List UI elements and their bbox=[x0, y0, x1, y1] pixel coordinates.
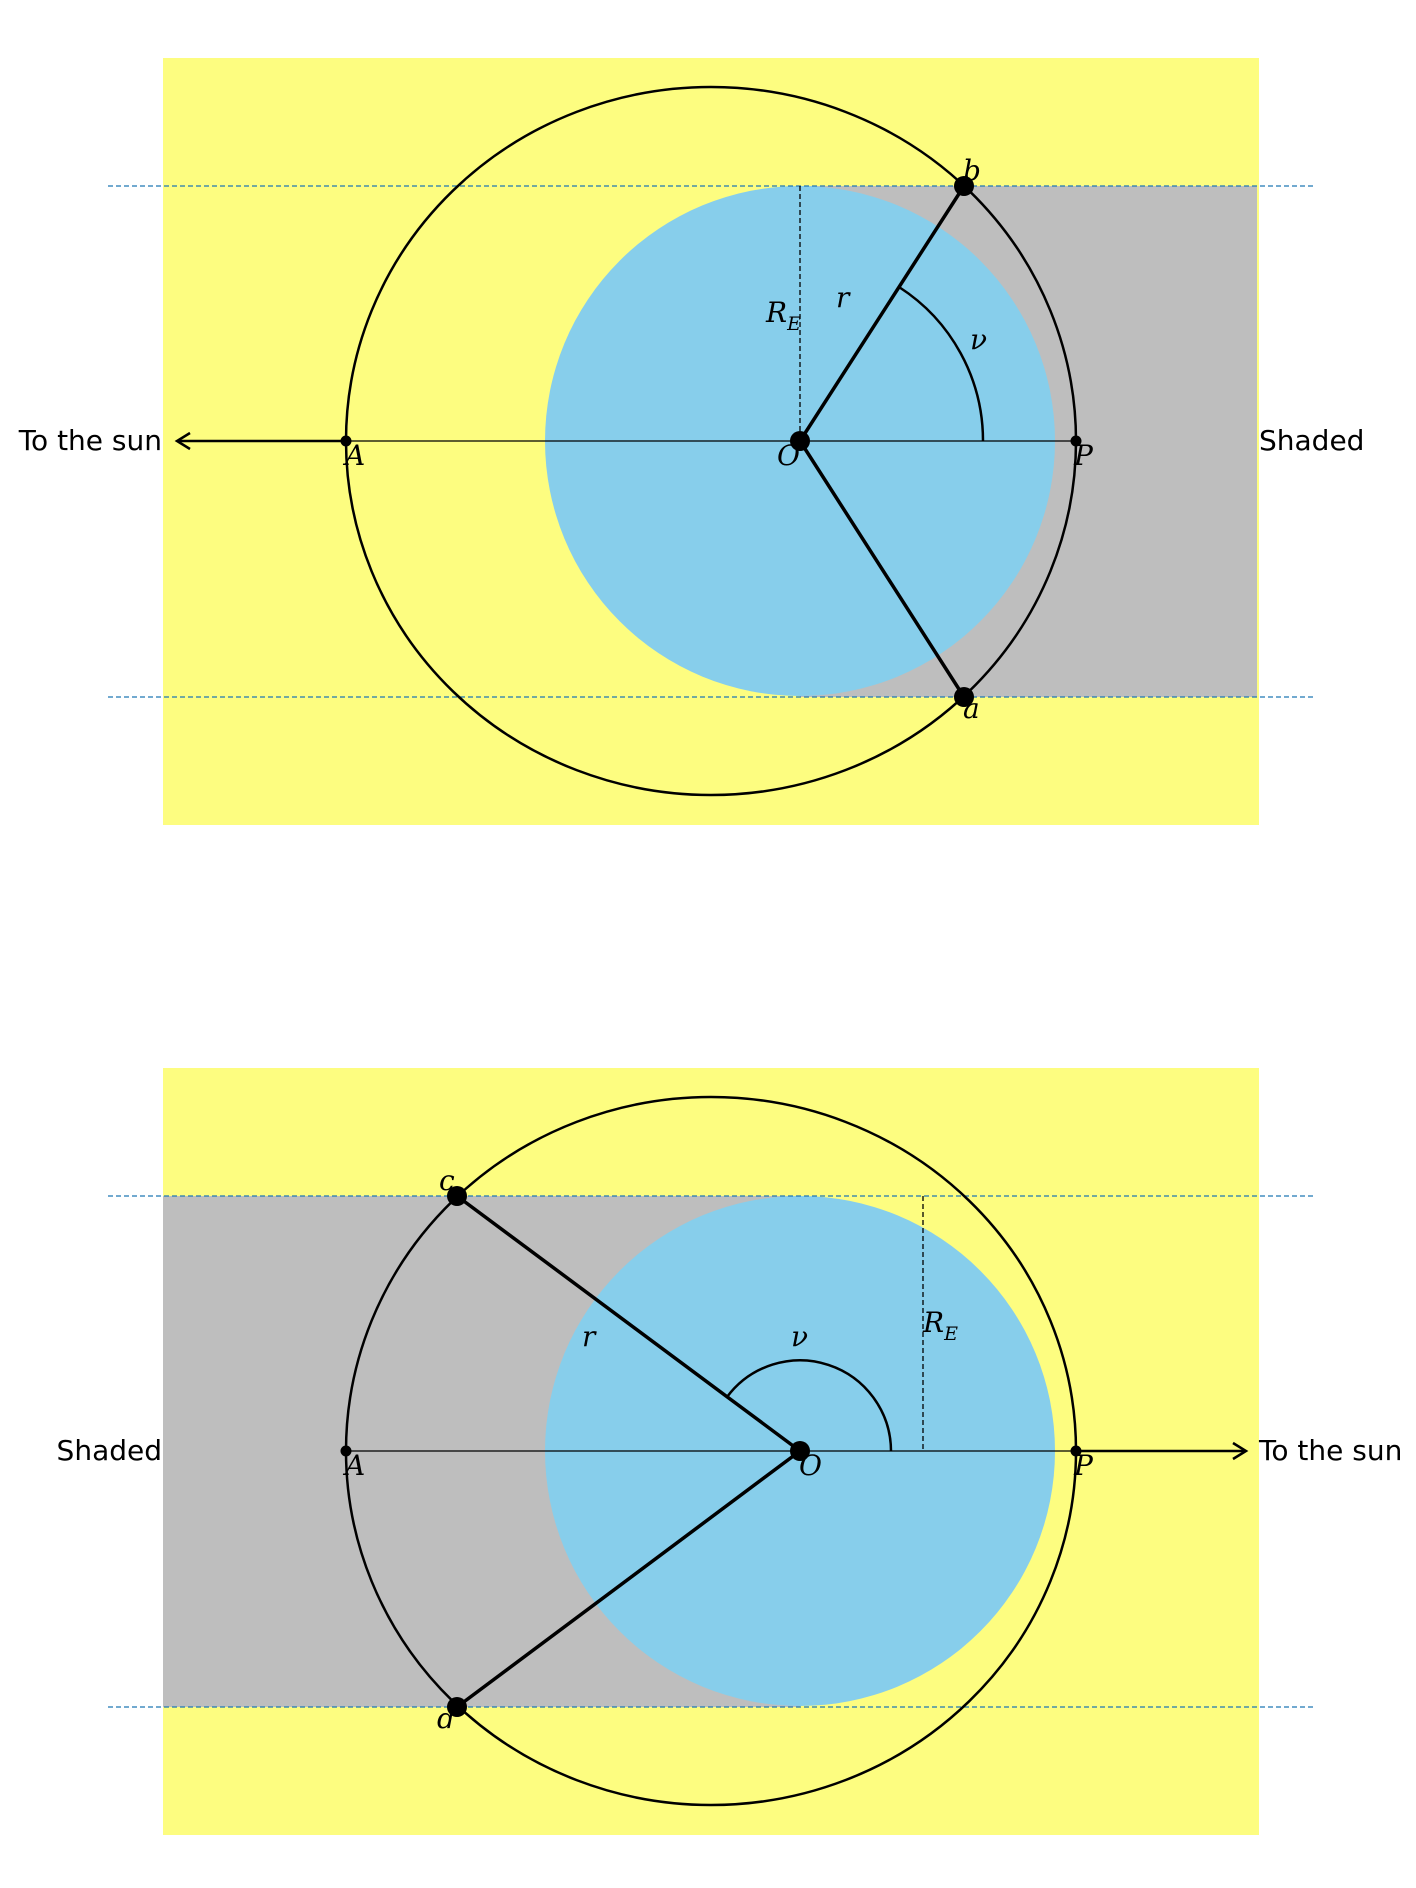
point-P-marker bbox=[1070, 435, 1082, 447]
point-b-label: b bbox=[963, 154, 981, 187]
to-the-sun-label: To the sun bbox=[1258, 1434, 1402, 1467]
radius-vector-d bbox=[455, 1449, 802, 1709]
point-a-marker bbox=[954, 687, 974, 707]
to-the-sun-label: To the sun bbox=[18, 424, 162, 457]
true-anomaly-label: ν bbox=[970, 323, 987, 356]
earth-radius-label: RE bbox=[922, 1306, 958, 1345]
point-P-label: P bbox=[1073, 1449, 1094, 1482]
point-A-label: A bbox=[342, 1449, 365, 1482]
shaded-label: Shaded bbox=[1259, 424, 1364, 457]
point-O-marker bbox=[790, 1441, 810, 1461]
point-d-label: d bbox=[437, 1702, 455, 1735]
point-O-label: O bbox=[799, 1449, 822, 1482]
top-panel: To the sun Shaded A O P b a r ν RE bbox=[18, 58, 1364, 825]
point-b-marker bbox=[954, 176, 974, 196]
shaded-label: Shaded bbox=[57, 1434, 162, 1467]
radius-vector-c bbox=[455, 1194, 802, 1453]
point-P-marker bbox=[1070, 1445, 1082, 1457]
sun-direction-arrowhead bbox=[1232, 1441, 1249, 1461]
earth-radius-label: RE bbox=[765, 296, 801, 335]
point-O-marker bbox=[790, 431, 810, 451]
radius-vector-b bbox=[798, 185, 966, 442]
true-anomaly-arc bbox=[725, 1359, 893, 1452]
point-A-label: A bbox=[342, 439, 365, 472]
radius-r-label: r bbox=[582, 1320, 597, 1353]
true-anomaly-arc bbox=[898, 285, 985, 442]
radius-r-label: r bbox=[836, 281, 851, 314]
point-c-label: c bbox=[439, 1164, 455, 1197]
point-O-label: O bbox=[777, 439, 800, 472]
point-P-label: P bbox=[1073, 439, 1094, 472]
point-a-label: a bbox=[963, 692, 980, 725]
bottom-panel: Shaded To the sun A O P c d r ν RE bbox=[57, 1068, 1402, 1835]
sun-direction-arrowhead bbox=[174, 431, 191, 451]
point-c-marker bbox=[447, 1186, 467, 1206]
true-anomaly-label: ν bbox=[791, 1320, 808, 1353]
point-d-marker bbox=[447, 1697, 467, 1717]
point-A-marker bbox=[340, 435, 352, 447]
radius-vector-a bbox=[798, 440, 966, 698]
point-A-marker bbox=[340, 1445, 352, 1457]
